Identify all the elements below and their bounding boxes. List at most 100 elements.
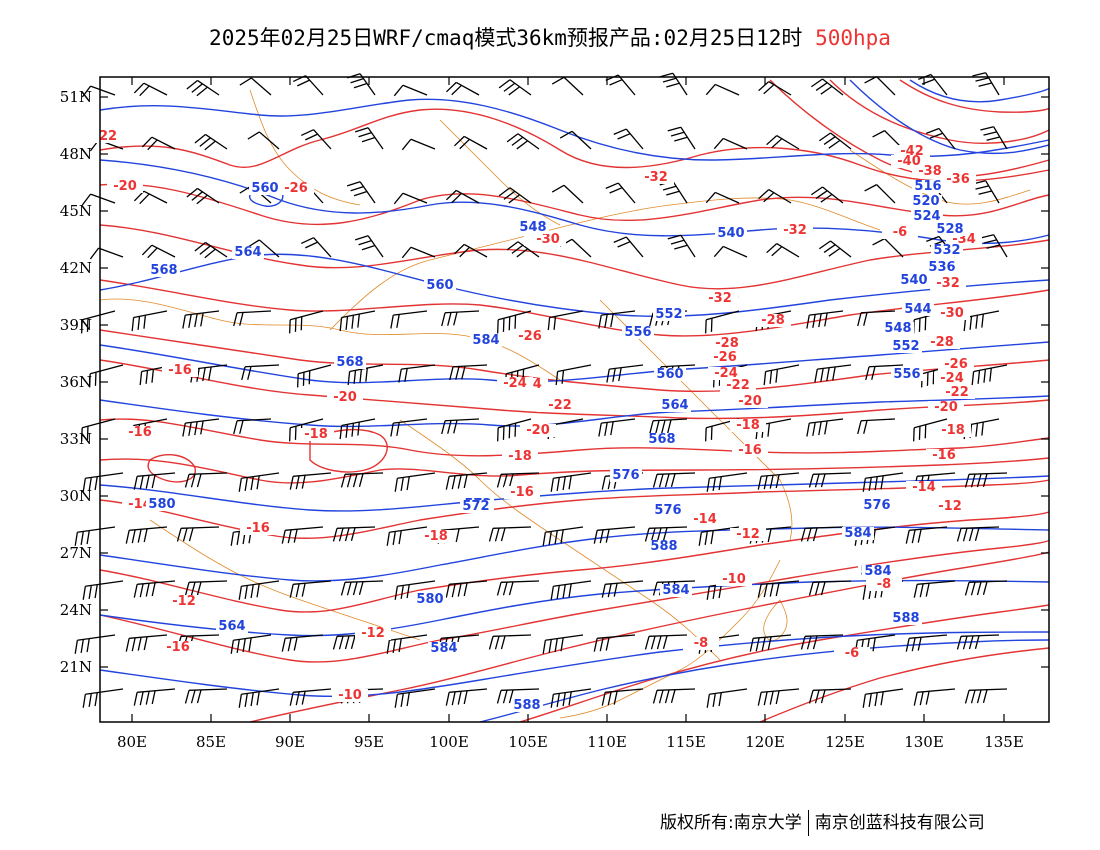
temperature-label: -20	[113, 179, 137, 194]
wind-barb	[354, 127, 384, 150]
wind-barb	[74, 634, 116, 654]
wind-barb	[956, 634, 1000, 650]
height-label: 576	[863, 498, 890, 513]
height-label: 556	[624, 325, 651, 340]
temperature-label: -16	[128, 425, 152, 440]
height-label: 560	[251, 181, 278, 196]
wind-barb	[247, 131, 280, 150]
wind-barb	[550, 688, 592, 708]
wind-barb	[496, 472, 540, 488]
wind-barb	[808, 472, 852, 488]
temperature-label: -18	[304, 427, 328, 442]
wind-barb	[757, 580, 800, 598]
wind-barb	[905, 526, 948, 544]
wind-barb	[652, 688, 696, 704]
height-label: 528	[936, 222, 963, 237]
lat-label: 33N	[60, 430, 92, 448]
title-level: 500hpa	[815, 26, 891, 50]
wind-barb	[184, 580, 228, 596]
height-label: 524	[913, 209, 940, 224]
label-bg	[755, 314, 791, 327]
label-bg	[939, 386, 975, 399]
copyright-footer: 版权所有:南京大学 南京创蓝科技有限公司	[660, 808, 985, 836]
wind-barb	[454, 243, 488, 258]
label-bg	[232, 246, 264, 259]
label-bg	[702, 292, 738, 305]
wind-barb	[810, 78, 844, 96]
wind-barb	[401, 138, 436, 151]
temperature-label: -18	[736, 418, 760, 433]
temperature-label: -12	[361, 626, 385, 641]
height-label: 560	[656, 367, 683, 382]
temperature-label: -26	[713, 350, 737, 365]
temperature-label: -20	[526, 423, 550, 438]
wind-barb	[706, 688, 748, 708]
label-bg	[732, 444, 768, 457]
lat-label: 51N	[60, 88, 92, 106]
wind-barb	[498, 79, 532, 96]
label-bg	[938, 358, 974, 371]
temperature-isoline	[769, 79, 1050, 178]
height-label: 536	[928, 260, 955, 275]
label-bg	[497, 377, 533, 390]
label-bg	[715, 227, 747, 240]
wind-barb	[758, 81, 792, 96]
wind-barb	[81, 193, 116, 206]
wind-barb	[186, 187, 220, 205]
wind-barb	[705, 191, 740, 204]
label-bg	[355, 627, 391, 640]
label-bg	[520, 424, 556, 437]
wind-barb	[698, 526, 740, 546]
wind-barb	[125, 526, 168, 544]
wind-barb	[644, 526, 688, 542]
label-bg	[934, 307, 970, 320]
height-label: 564	[661, 398, 688, 413]
wind-barb	[445, 688, 488, 706]
wind-barb	[857, 418, 896, 435]
label-bg	[90, 130, 126, 143]
label-bg	[902, 303, 934, 316]
lon-label: 110E	[587, 733, 627, 751]
wind-barb	[339, 418, 376, 440]
wind-barb	[125, 634, 168, 652]
wind-barb	[913, 580, 956, 598]
temperature-label: -10	[338, 688, 362, 703]
label-bg	[646, 433, 678, 446]
temperature-label: -12	[172, 594, 196, 609]
wind-barb	[393, 192, 428, 205]
height-label: 588	[513, 698, 540, 713]
wind-barb	[488, 634, 532, 650]
label-bg	[660, 584, 692, 597]
wind-barb	[247, 239, 280, 258]
wind-barb	[766, 243, 800, 258]
label-bg	[777, 224, 813, 237]
wind-barb	[454, 135, 488, 150]
label-bg	[502, 450, 538, 463]
temperature-label: -14	[912, 480, 936, 495]
temperature-label: -30	[536, 232, 560, 247]
height-label: 532	[933, 243, 960, 258]
temperature-label: -20	[738, 394, 762, 409]
label-bg	[861, 499, 893, 512]
temperature-label: -16	[166, 640, 190, 655]
label-bg	[654, 368, 686, 381]
temperature-label: -24	[940, 371, 964, 386]
wind-barb	[281, 634, 324, 652]
wind-barb	[598, 418, 636, 437]
wind-barb	[488, 526, 532, 542]
wind-barb	[131, 310, 168, 332]
label-bg	[460, 500, 492, 513]
wind-barb	[289, 472, 332, 490]
wind-barb	[141, 244, 176, 259]
label-bg	[894, 145, 930, 158]
wind-barb	[133, 688, 176, 706]
temperature-label: -16	[168, 363, 192, 378]
label-bg	[334, 356, 366, 369]
wind-barb	[862, 688, 904, 708]
label-bg	[504, 486, 540, 499]
lon-label: 120E	[745, 733, 785, 751]
wind-barb	[496, 688, 540, 704]
wind-barb	[550, 580, 592, 600]
label-bg	[610, 469, 642, 482]
wind-barb	[184, 688, 228, 704]
